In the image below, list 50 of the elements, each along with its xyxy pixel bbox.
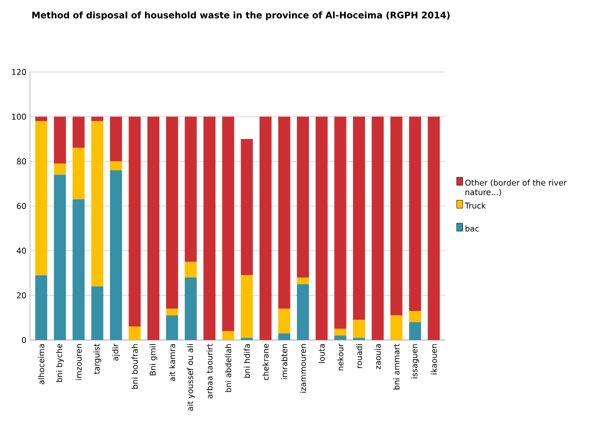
bar: [390, 116, 402, 316]
bar: [147, 116, 160, 340]
bar: [184, 277, 197, 340]
bar: [296, 284, 309, 340]
bar: [166, 308, 178, 316]
bar: [296, 116, 309, 278]
bar: [334, 336, 346, 340]
bar: [222, 116, 234, 332]
bar: [390, 315, 402, 340]
bar: [91, 116, 104, 122]
bar: [409, 116, 422, 311]
bar: [54, 174, 66, 340]
bar: [184, 262, 197, 278]
bar: [240, 275, 253, 338]
bar: [296, 277, 309, 284]
bar: [35, 275, 48, 340]
bar: [166, 315, 178, 340]
bar: [91, 286, 104, 340]
bar: [72, 199, 85, 340]
bar: [334, 328, 346, 336]
bar: [72, 148, 85, 200]
bar: [260, 116, 272, 340]
bar: [91, 121, 104, 286]
bar: [353, 320, 366, 338]
bar: [372, 116, 384, 340]
bar: [278, 116, 290, 309]
bar: [110, 116, 122, 162]
bar: [54, 164, 66, 175]
bar: [278, 333, 290, 340]
bar: [353, 116, 366, 320]
bar: [35, 121, 48, 276]
bar: [72, 116, 85, 148]
bar: [316, 116, 328, 340]
bar: [409, 322, 422, 340]
bar: [54, 116, 66, 164]
bar: [203, 116, 216, 340]
bar: [128, 116, 141, 327]
bar: [278, 308, 290, 334]
bar: [35, 116, 48, 122]
bar: [110, 170, 122, 340]
bar: [409, 310, 422, 322]
bar: [166, 116, 178, 309]
bar: [184, 116, 197, 262]
bar: [428, 116, 440, 340]
bar: [334, 116, 346, 329]
bar: [240, 139, 253, 276]
bar: [110, 161, 122, 170]
chart-title: Method of disposal of household waste in the province of Al-Hoceima (RGPH 2014): [32, 12, 450, 20]
bar: [222, 331, 234, 340]
bar: [128, 326, 141, 340]
